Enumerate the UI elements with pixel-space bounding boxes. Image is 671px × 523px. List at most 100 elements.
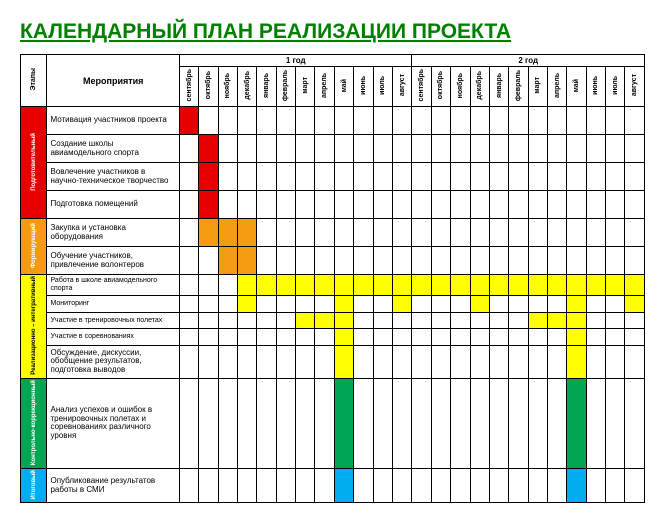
gantt-cell [547,135,566,163]
gantt-cell [625,107,645,135]
gantt-cell [586,468,605,502]
gantt-cell [547,191,566,219]
gantt-cell [412,107,431,135]
gantt-cell [276,107,295,135]
gantt-cell [179,247,198,275]
gantt-cell [334,219,353,247]
gantt-cell [451,275,470,296]
gantt-cell [509,219,528,247]
gantt-cell [334,312,353,329]
gantt-cell [547,346,566,379]
gantt-cell [354,219,373,247]
gantt-cell [451,163,470,191]
gantt-cell [218,275,237,296]
gantt-cell [238,107,257,135]
gantt-cell [451,107,470,135]
gantt-cell [392,296,412,313]
gantt-cell [373,219,392,247]
header-month: январь [257,67,276,107]
stage-label: Итоговый [21,468,47,502]
gantt-cell [547,296,566,313]
gantt-cell [470,107,489,135]
gantt-cell [315,163,334,191]
gantt-cell [431,135,450,163]
gantt-cell [451,247,470,275]
gantt-cell [586,219,605,247]
gantt-cell [509,191,528,219]
activity-label: Обучение участников, привлечение волонте… [47,247,179,275]
gantt-cell [547,468,566,502]
gantt-cell [586,247,605,275]
gantt-cell [528,219,547,247]
gantt-cell [179,378,198,468]
header-month: май [567,67,586,107]
table-row: Мониторинг [21,296,645,313]
gantt-cell [257,275,276,296]
gantt-cell [586,329,605,346]
gantt-cell [199,219,218,247]
gantt-cell [431,219,450,247]
gantt-cell [218,312,237,329]
gantt-cell [528,346,547,379]
gantt-cell [334,107,353,135]
gantt-cell [199,312,218,329]
gantt-cell [179,163,198,191]
gantt-cell [218,107,237,135]
gantt-cell [547,275,566,296]
table-row: Создание школы авиамодельного спорта [21,135,645,163]
gantt-cell [489,135,508,163]
gantt-cell [334,296,353,313]
gantt-cell [315,329,334,346]
gantt-cell [451,219,470,247]
gantt-cell [315,107,334,135]
gantt-cell [218,191,237,219]
gantt-cell [334,329,353,346]
gantt-cell [509,329,528,346]
gantt-cell [218,468,237,502]
gantt-cell [334,191,353,219]
gantt-cell [238,191,257,219]
gantt-cell [412,378,431,468]
gantt-cell [296,135,315,163]
gantt-cell [315,378,334,468]
gantt-cell [238,329,257,346]
gantt-cell [451,329,470,346]
table-row: Обучение участников, привлечение волонте… [21,247,645,275]
gantt-cell [257,163,276,191]
activity-label: Опубликование результатов работы в СМИ [47,468,179,502]
gantt-cell [238,135,257,163]
gantt-cell [179,329,198,346]
gantt-cell [257,329,276,346]
gantt-cell [218,329,237,346]
header-month: февраль [509,67,528,107]
gantt-cell [547,219,566,247]
gantt-cell [334,468,353,502]
gantt-cell [238,296,257,313]
gantt-cell [354,107,373,135]
gantt-cell [606,107,625,135]
gantt-cell [238,163,257,191]
table-row: Обсуждение, дискуссии, обобщение результ… [21,346,645,379]
gantt-cell [489,329,508,346]
gantt-cell [257,378,276,468]
gantt-cell [470,219,489,247]
gantt-cell [567,346,586,379]
header-month: август [625,67,645,107]
gantt-cell [392,275,412,296]
gantt-cell [509,275,528,296]
gantt-cell [470,346,489,379]
stage-label: Формирующий [21,219,47,275]
gantt-cell [431,378,450,468]
header-month: сентябрь [412,67,431,107]
gantt-cell [373,247,392,275]
gantt-cell [528,163,547,191]
gantt-cell [431,107,450,135]
gantt-cell [528,468,547,502]
gantt-cell [218,378,237,468]
header-stage: Этапы [21,55,47,107]
gantt-cell [606,247,625,275]
gantt-cell [606,275,625,296]
gantt-cell [547,329,566,346]
gantt-cell [606,296,625,313]
gantt-cell [528,312,547,329]
